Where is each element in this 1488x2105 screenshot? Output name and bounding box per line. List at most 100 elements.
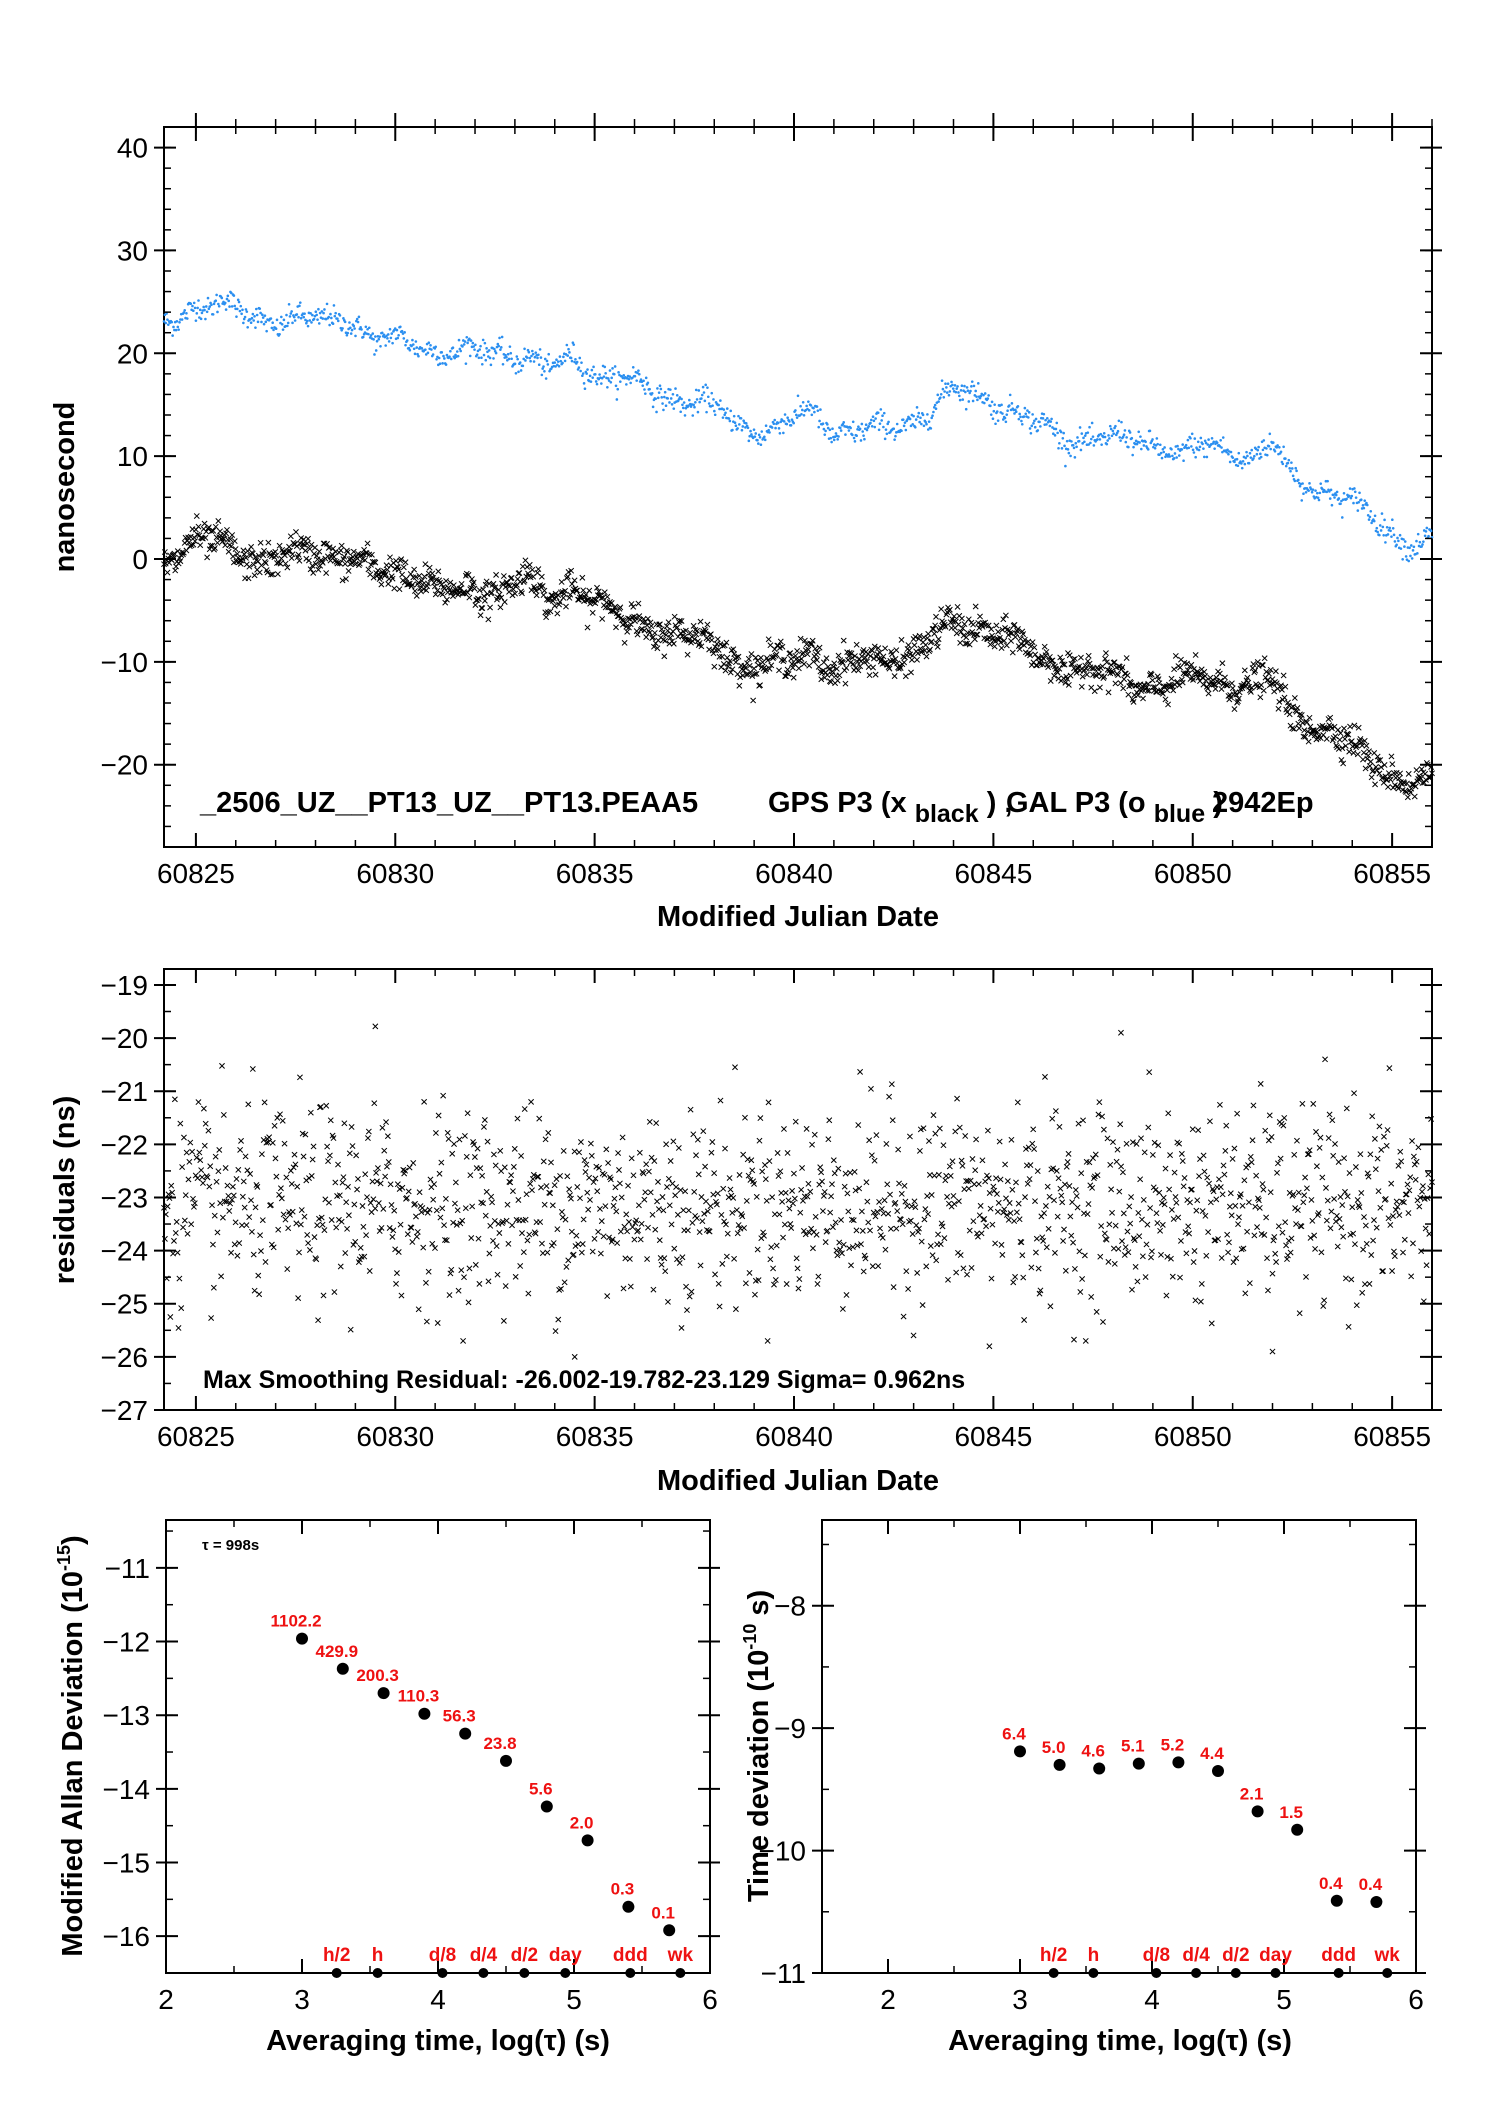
- data-point-x: [595, 1228, 602, 1235]
- data-point-o: [544, 377, 548, 380]
- data-point-o: [1240, 462, 1243, 465]
- data-point-o: [290, 310, 293, 313]
- data-point-x: [1216, 670, 1223, 677]
- data-point-x: [902, 673, 909, 680]
- data-point-x: [356, 560, 363, 567]
- data-point-x: [1149, 1151, 1156, 1158]
- data-point-x: [1014, 627, 1021, 634]
- data-point-x: [734, 1230, 741, 1237]
- data-point-x: [1303, 1185, 1310, 1192]
- data-point-o: [1210, 436, 1214, 440]
- data-point-o: [373, 353, 376, 356]
- data-point-x: [1165, 701, 1172, 708]
- data-point-x: [466, 594, 473, 601]
- data-point-x: [228, 543, 235, 550]
- data-point-o: [568, 351, 571, 354]
- data-point-x: [285, 1225, 292, 1232]
- data-point-o: [1031, 413, 1034, 416]
- data-point-x: [729, 666, 736, 673]
- data-point-x: [1366, 763, 1373, 769]
- data-point-x: [773, 1242, 780, 1249]
- time-deviation-axes: 2 3 4 5 6−11−10−9−8: [759, 1520, 1426, 2015]
- data-point-x: [244, 1167, 251, 1174]
- data-point-x: [625, 1182, 632, 1189]
- data-point-o: [405, 339, 409, 342]
- data-point-o: [655, 410, 658, 414]
- y-tick-label: −8: [774, 1591, 806, 1622]
- data-point-o: [390, 332, 394, 335]
- data-point-x: [675, 1144, 682, 1151]
- data-point-x: [450, 1219, 457, 1226]
- data-point-x: [463, 1153, 470, 1160]
- data-point-x: [1339, 745, 1346, 752]
- data-point-x: [193, 513, 200, 519]
- data-point-o: [847, 429, 851, 432]
- data-point-x: [1288, 1235, 1295, 1242]
- data-point-x: [1148, 671, 1155, 678]
- data-point-x: [161, 1235, 168, 1242]
- data-point-o: [523, 347, 526, 351]
- data-point-x: [654, 1198, 661, 1205]
- data-point-x: [1061, 1226, 1067, 1233]
- data-point-x: [869, 647, 876, 654]
- data-point-x: [519, 590, 525, 597]
- data-point-o: [721, 416, 725, 419]
- data-point-x: [504, 1201, 511, 1208]
- data-point-o: [1311, 488, 1315, 491]
- data-point-x: [1150, 1184, 1157, 1191]
- data-point-x: [314, 1222, 321, 1229]
- data-point-o: [663, 390, 667, 394]
- data-point-o: [1177, 447, 1180, 451]
- data-point-o: [430, 348, 433, 351]
- data-point-o: [887, 420, 890, 424]
- data-point-o: [1092, 444, 1096, 447]
- data-point-x: [877, 1225, 883, 1232]
- data-point-x: [1327, 1225, 1334, 1232]
- data-point-x: [547, 608, 554, 615]
- data-point-x: [693, 1152, 699, 1159]
- data-point-x: [525, 1290, 532, 1297]
- data-point-o: [375, 339, 379, 343]
- data-point-x: [183, 547, 190, 554]
- data-point-o: [246, 325, 249, 329]
- data-point-x: [850, 1217, 857, 1224]
- data-point-x: [1208, 1320, 1215, 1327]
- data-point-x: [1001, 637, 1008, 644]
- data-point-x: [1426, 774, 1433, 781]
- data-point-x: [1263, 668, 1270, 675]
- data-point-x: [396, 586, 403, 593]
- data-point-x: [273, 552, 280, 559]
- data-point-o: [1089, 437, 1093, 441]
- data-point-x: [342, 1250, 349, 1256]
- time-marker-dot: [560, 1968, 571, 1978]
- data-point-x: [951, 613, 958, 620]
- data-point-o: [783, 413, 787, 416]
- deviation-point: [296, 1632, 308, 1645]
- data-point-x: [1079, 1276, 1086, 1282]
- data-point-x: [1363, 742, 1370, 749]
- data-point-x: [773, 651, 780, 658]
- data-point-o: [598, 373, 601, 376]
- data-point-x: [1011, 1218, 1018, 1224]
- data-point-x: [659, 1194, 666, 1200]
- data-point-x: [906, 1133, 913, 1140]
- data-point-x: [416, 1189, 423, 1196]
- data-point-x: [516, 570, 523, 576]
- data-point-x: [607, 1176, 614, 1183]
- data-point-x: [1042, 1073, 1048, 1080]
- data-point-x: [1394, 1203, 1401, 1210]
- data-point-x: [580, 587, 587, 594]
- data-point-x: [205, 1127, 212, 1134]
- data-point-x: [315, 566, 322, 573]
- data-point-x: [365, 566, 372, 573]
- data-point-x: [1041, 643, 1048, 650]
- residuals-annotation: Max Smoothing Residual: -26.002-19.782-2…: [203, 1366, 965, 1394]
- data-point-x: [1281, 694, 1288, 701]
- data-point-x: [1412, 1176, 1419, 1183]
- data-point-x: [1359, 1289, 1366, 1296]
- data-point-x: [1077, 1289, 1084, 1295]
- data-point-o: [352, 324, 356, 328]
- data-point-o: [387, 340, 391, 343]
- data-point-x: [284, 1266, 291, 1273]
- data-point-x: [744, 1156, 751, 1163]
